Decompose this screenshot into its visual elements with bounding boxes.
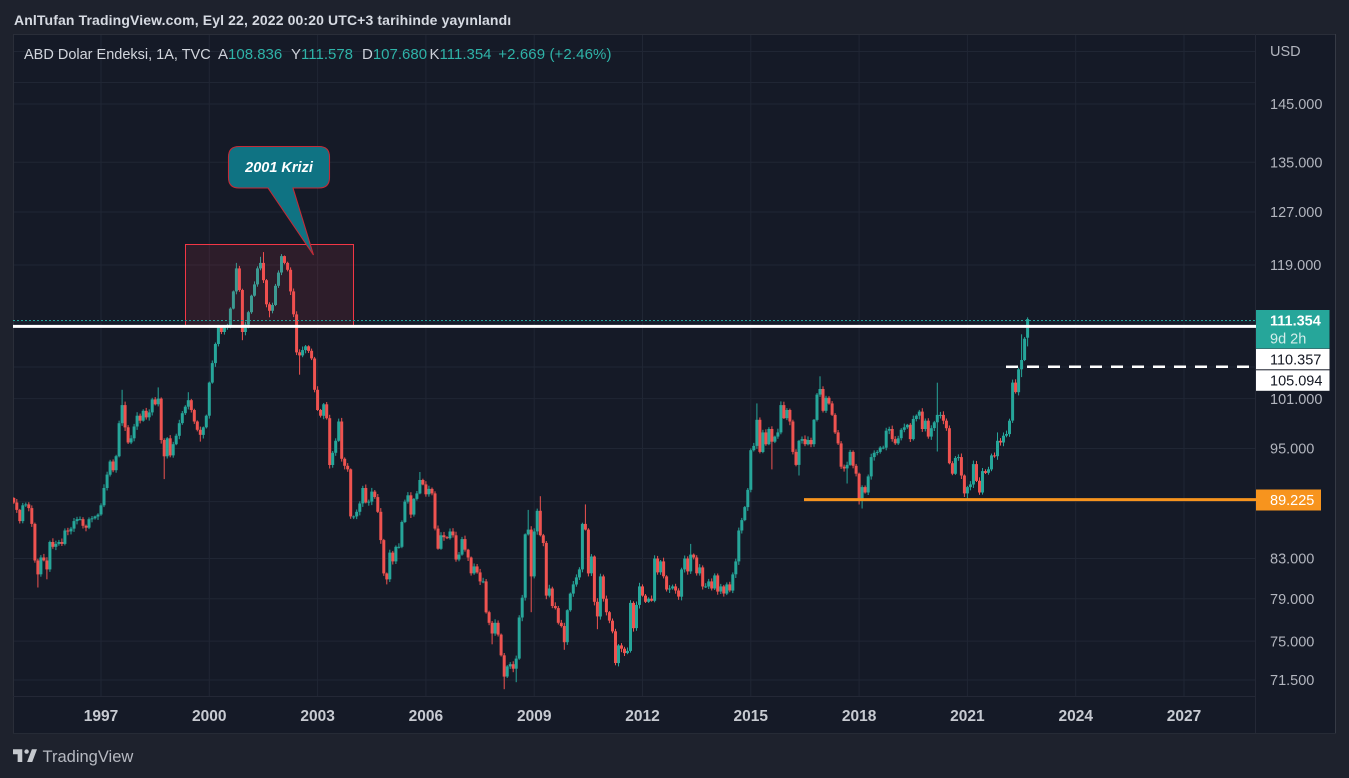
svg-text:USD: USD <box>1270 44 1301 60</box>
svg-text:101.000: 101.000 <box>1270 392 1322 408</box>
svg-text:ABD Dolar Endeksi, 1A, TVC: ABD Dolar Endeksi, 1A, TVC <box>24 47 211 63</box>
svg-text:95.000: 95.000 <box>1270 442 1314 458</box>
svg-text:2006: 2006 <box>409 708 444 725</box>
svg-text:2021: 2021 <box>950 708 985 725</box>
svg-text:9d 2h: 9d 2h <box>1270 332 1306 348</box>
svg-text:2018: 2018 <box>842 708 877 725</box>
svg-text:119.000: 119.000 <box>1270 258 1321 274</box>
svg-text:111.354: 111.354 <box>1270 313 1321 329</box>
svg-text:79.000: 79.000 <box>1270 592 1314 608</box>
svg-text:145.000: 145.000 <box>1270 97 1322 113</box>
svg-text:105.094: 105.094 <box>1270 373 1322 389</box>
svg-text:2012: 2012 <box>625 708 659 725</box>
svg-text:110.357: 110.357 <box>1270 352 1321 368</box>
svg-text:AnlTufan TradingView.com, Eyl: AnlTufan TradingView.com, Eyl 22, 2022 0… <box>14 12 511 28</box>
svg-text:2015: 2015 <box>734 708 769 725</box>
svg-text:89.225: 89.225 <box>1270 493 1314 509</box>
svg-text:83.000: 83.000 <box>1270 552 1314 568</box>
svg-text:2027: 2027 <box>1167 708 1201 725</box>
svg-text:TradingView: TradingView <box>43 748 134 766</box>
svg-text:2024: 2024 <box>1058 708 1093 725</box>
svg-text:1997: 1997 <box>84 708 118 725</box>
svg-text:135.000: 135.000 <box>1270 155 1322 171</box>
svg-text:2009: 2009 <box>517 708 552 725</box>
svg-text:2003: 2003 <box>300 708 335 725</box>
svg-text:2001 Krizi: 2001 Krizi <box>244 160 314 176</box>
svg-text:71.500: 71.500 <box>1270 673 1314 689</box>
svg-text:75.000: 75.000 <box>1270 634 1314 650</box>
svg-text:2000: 2000 <box>192 708 226 725</box>
svg-text:127.000: 127.000 <box>1270 205 1322 221</box>
